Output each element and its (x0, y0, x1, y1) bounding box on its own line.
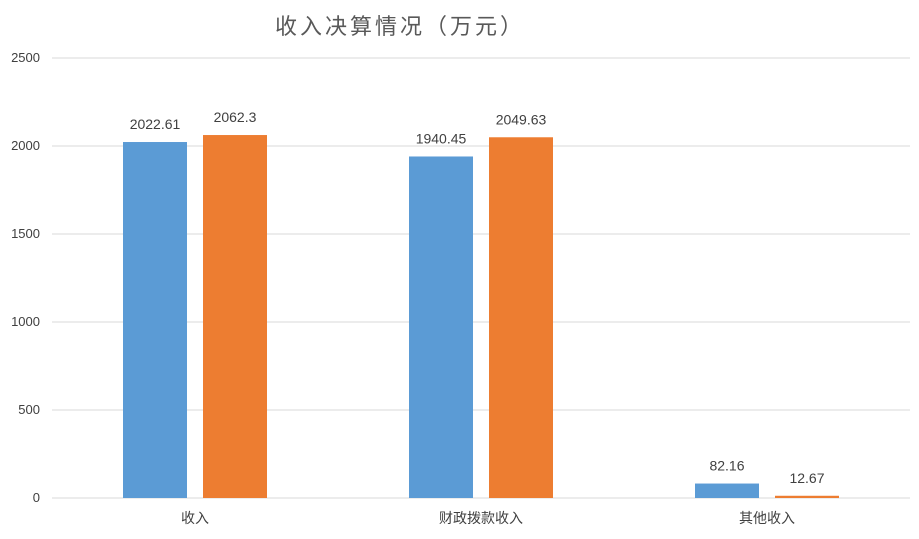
category-label: 收入 (181, 511, 209, 527)
data-label: 82.16 (709, 458, 744, 474)
bar-series2-3 (775, 495, 839, 498)
bar-series1-1 (123, 142, 187, 499)
y-tick-label: 2000 (11, 138, 40, 153)
bar-series1-2 (409, 156, 473, 498)
data-label: 2022.61 (130, 116, 181, 132)
y-axis-ticks: 0 500 1000 1500 2000 2500 (11, 50, 40, 505)
bar-series1-3 (695, 483, 759, 498)
gridlines (52, 57, 910, 499)
data-labels: 2022.61 2062.3 1940.45 2049.63 82.16 12.67 (130, 109, 825, 486)
data-label: 1940.45 (416, 130, 467, 146)
bars (123, 135, 839, 499)
category-label: 其他收入 (739, 511, 795, 527)
y-tick-label: 500 (18, 402, 40, 417)
y-tick-label: 2500 (11, 50, 40, 65)
bar-series2-2 (489, 137, 553, 498)
chart-title: 收入决算情况（万元） (275, 15, 525, 40)
x-axis-categories: 收入 财政拨款收入 其他收入 (181, 511, 795, 527)
category-label: 财政拨款收入 (439, 511, 523, 527)
y-tick-label: 0 (33, 490, 40, 505)
data-label: 12.67 (789, 470, 824, 486)
bar-series2-1 (203, 135, 267, 498)
y-tick-label: 1000 (11, 314, 40, 329)
data-label: 2049.63 (496, 111, 547, 127)
y-tick-label: 1500 (11, 226, 40, 241)
data-label: 2062.3 (214, 109, 257, 125)
